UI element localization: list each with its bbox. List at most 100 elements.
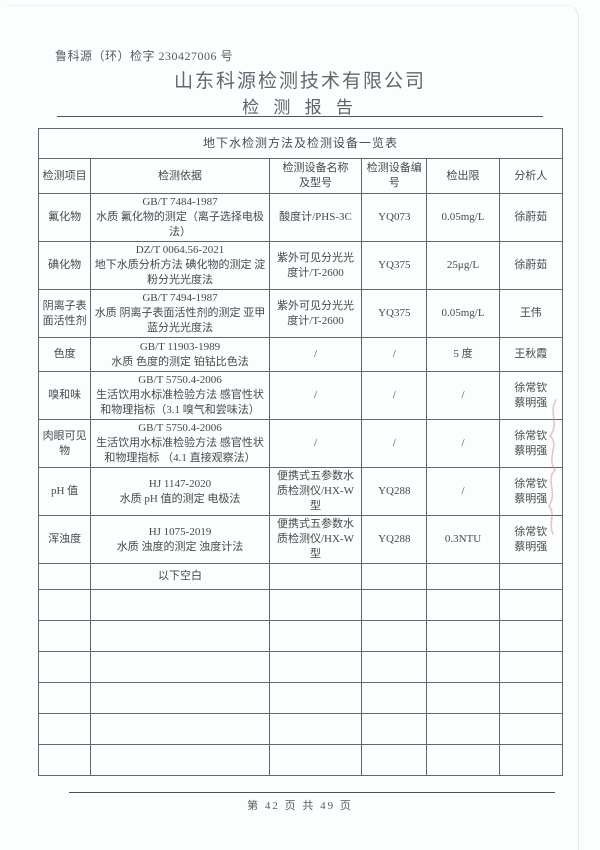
table-cell bbox=[268, 563, 363, 590]
table-cell: 徐常钦 蔡明强 bbox=[498, 419, 564, 468]
methods-table: 地下水检测方法及检测设备一览表 检测项目 检测依据 检测设备名称 及型号 检测设… bbox=[37, 128, 564, 776]
table-cell: 0.05mg/L bbox=[426, 289, 500, 338]
table-cell: 徐常钦 蔡明强 bbox=[498, 371, 564, 420]
table-cell bbox=[361, 620, 428, 652]
table-cell bbox=[426, 589, 500, 621]
table-cell: YQ073 bbox=[361, 193, 428, 242]
table-cell bbox=[90, 682, 270, 714]
table-cell: YQ288 bbox=[361, 467, 428, 516]
table-row bbox=[37, 744, 564, 776]
table-cell: pH 值 bbox=[37, 467, 92, 516]
table-cell: 25μg/L bbox=[426, 241, 500, 290]
table-row bbox=[37, 620, 564, 652]
table-cell: GB/T 7484-1987 水质 氟化物的测定（离子选择电极法） bbox=[90, 193, 270, 242]
table-cell bbox=[90, 713, 270, 745]
table-cell bbox=[426, 744, 500, 776]
table-row bbox=[37, 651, 564, 683]
table-cell bbox=[90, 744, 270, 776]
table-cell: 0.05mg/L bbox=[426, 193, 500, 242]
table-cell: 碘化物 bbox=[37, 241, 92, 290]
table-cell: 嗅和味 bbox=[37, 371, 92, 420]
table-cell bbox=[37, 713, 92, 745]
table-row bbox=[37, 713, 564, 745]
table-row: 以下空白 bbox=[37, 563, 564, 590]
table-row: 阴离子表面活性剂 GB/T 7494-1987 水质 阴离子表面活性剂的测定 亚甲… bbox=[37, 289, 564, 338]
table-cell bbox=[268, 620, 363, 652]
table-cell bbox=[426, 682, 500, 714]
table-cell: / bbox=[426, 467, 500, 516]
table-cell: 王伟 bbox=[498, 289, 564, 338]
company-name: 山东科源检测技术有限公司 bbox=[173, 71, 426, 92]
table-cell bbox=[90, 651, 270, 683]
table-cell bbox=[426, 563, 500, 590]
table-cell bbox=[37, 620, 92, 652]
table-cell bbox=[361, 589, 428, 621]
table-cell: YQ288 bbox=[361, 515, 428, 564]
table-cell: 便携式五参数水质检测仪/HX-W 型 bbox=[268, 515, 363, 564]
table-cell: 徐蔚茹 bbox=[498, 193, 564, 242]
table-cell: / bbox=[361, 419, 428, 468]
col-header-equipment-name: 检测设备名称 及型号 bbox=[268, 158, 363, 194]
table-cell: 5 度 bbox=[426, 337, 500, 372]
table-row: 色度 GB/T 11903-1989 水质 色度的测定 铂钴比色法 //5 度王秋霞 bbox=[37, 337, 564, 372]
table-cell bbox=[37, 682, 92, 714]
table-title-row: 地下水检测方法及检测设备一览表 bbox=[38, 128, 563, 159]
table-cell: / bbox=[268, 337, 363, 372]
table-cell bbox=[426, 651, 500, 683]
table-cell bbox=[268, 713, 363, 745]
table-cell bbox=[90, 589, 270, 621]
header-divider bbox=[57, 116, 543, 117]
table-cell: 色度 bbox=[37, 337, 92, 372]
table-cell: 王秋霞 bbox=[498, 337, 564, 372]
table-cell: / bbox=[361, 337, 428, 372]
table-row: 嗅和味 GB/T 5750.4-2006 生活饮用水标准检验方法 感官性状和物理指… bbox=[37, 371, 564, 420]
table-row: pH 值 HJ 1147-2020 水质 pH 值的测定 电极法 便携式五参数水质检… bbox=[37, 467, 564, 516]
table-cell: YQ375 bbox=[361, 241, 428, 290]
table-cell: / bbox=[268, 419, 363, 468]
table-cell bbox=[361, 682, 428, 714]
table-cell bbox=[498, 563, 564, 590]
table-cell: 肉眼可见物 bbox=[37, 419, 92, 468]
table-cell: GB/T 5750.4-2006 生活饮用水标准检验方法 感官性状和物理指标 （… bbox=[90, 419, 270, 468]
table-cell: HJ 1075-2019 水质 浊度的测定 浊度计法 bbox=[90, 515, 270, 564]
table-cell: 徐常钦 蔡明强 bbox=[498, 467, 564, 516]
table-cell: 徐常钦 蔡明强 bbox=[498, 515, 564, 564]
col-header-test-item: 检测项目 bbox=[37, 158, 92, 194]
table-cell: 紫外可见分光光度计/T-2600 bbox=[268, 289, 363, 338]
table-cell: 阴离子表面活性剂 bbox=[37, 289, 92, 338]
table-cell: / bbox=[268, 371, 363, 420]
methods-table-body: 氟化物 GB/T 7484-1987 水质 氟化物的测定（离子选择电极法） 酸度计/… bbox=[37, 193, 564, 776]
table-cell: GB/T 5750.4-2006 生活饮用水标准检验方法 感官性状和物理指标（3… bbox=[90, 371, 270, 420]
table-cell: GB/T 7494-1987 水质 阴离子表面活性剂的测定 亚甲蓝分光光度法 bbox=[90, 289, 270, 338]
table-row: 肉眼可见物 GB/T 5750.4-2006 生活饮用水标准检验方法 感官性状和物… bbox=[37, 419, 564, 468]
table-row bbox=[37, 589, 564, 621]
table-cell bbox=[268, 589, 363, 621]
table-cell bbox=[498, 620, 564, 652]
table-cell bbox=[268, 682, 363, 714]
col-header-detection-limit: 检出限 bbox=[426, 158, 500, 194]
table-cell bbox=[426, 713, 500, 745]
table-cell bbox=[37, 563, 92, 590]
table-row: 浑浊度 HJ 1075-2019 水质 浊度的测定 浊度计法 便携式五参数水质检测仪… bbox=[37, 515, 564, 564]
table-cell: 便携式五参数水质检测仪/HX-W 型 bbox=[268, 467, 363, 516]
table-cell bbox=[498, 589, 564, 621]
table-cell bbox=[498, 744, 564, 776]
page-indicator: 第 42 页 共 49 页 bbox=[247, 800, 353, 812]
table-cell: 紫外可见分光光度计/T-2600 bbox=[268, 241, 363, 290]
table-header-row: 检测项目 检测依据 检测设备名称 及型号 检测设备编 号 检出限 分析人 bbox=[37, 158, 564, 194]
table-cell: DZ/T 0064.56-2021 地下水质分析方法 碘化物的测定 淀粉分光光度… bbox=[90, 241, 270, 290]
col-header-analyst: 分析人 bbox=[498, 158, 564, 194]
table-cell bbox=[361, 651, 428, 683]
document-number: 鲁科源（环）检字 230427006 号 bbox=[55, 49, 234, 63]
footer-divider bbox=[69, 792, 555, 793]
table-cell bbox=[498, 713, 564, 745]
table-cell bbox=[268, 744, 363, 776]
table-cell: / bbox=[361, 371, 428, 420]
table-cell: 浑浊度 bbox=[37, 515, 92, 564]
table-cell: / bbox=[426, 371, 500, 420]
table-row bbox=[37, 682, 564, 714]
table-cell bbox=[498, 651, 564, 683]
table-cell: 徐蔚茹 bbox=[498, 241, 564, 290]
table-cell bbox=[90, 620, 270, 652]
table-cell bbox=[361, 563, 428, 590]
